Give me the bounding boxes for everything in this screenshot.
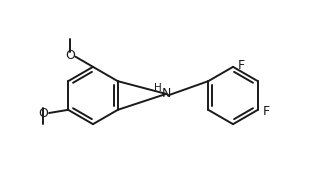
- Text: F: F: [263, 105, 270, 118]
- Text: F: F: [238, 59, 245, 72]
- Text: H: H: [154, 83, 162, 93]
- Text: N: N: [161, 87, 171, 100]
- Text: O: O: [38, 107, 48, 120]
- Text: O: O: [65, 49, 75, 62]
